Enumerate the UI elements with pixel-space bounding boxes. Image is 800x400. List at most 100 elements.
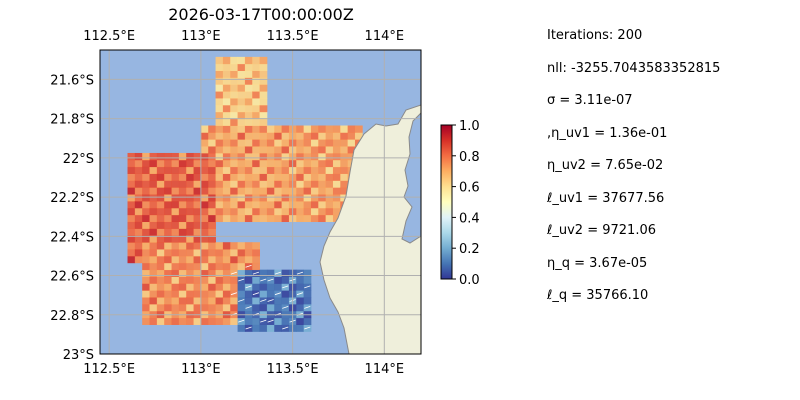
field-cell [281,207,290,216]
field-cell [134,173,143,181]
field-cell [266,269,275,277]
field-cell [149,166,158,174]
field-cell [222,255,231,264]
field-cell [142,214,150,223]
field-cell [303,180,312,188]
field-cell [156,276,165,284]
field-cell [193,290,202,298]
field-cell [164,303,172,312]
field-cell [186,283,194,291]
field-cell [340,152,349,161]
field-cell [266,180,275,188]
colorbar-tick-label: 0.6 [459,181,480,196]
field-cell [156,269,165,277]
field-cell [310,194,319,202]
field-cell [252,180,260,188]
field-cell [332,194,341,202]
field-cell [274,125,282,133]
field-cell [171,180,180,188]
field-cell [208,303,216,312]
vector-arrow [274,271,282,275]
field-cell [252,56,260,65]
eta-uv2-text: η_uv2 = 7.65e-02 [547,158,664,173]
field-cell [222,303,231,312]
field-cell [266,146,275,154]
field-cell [156,201,165,209]
field-cell [340,187,349,195]
field-cell [347,125,356,133]
field-cell [252,159,260,168]
x-tick-label-bottom: 114°E [365,362,405,377]
field-cell [332,125,341,133]
field-cell [252,317,260,325]
field-cell [332,214,341,223]
field-cell [171,214,180,223]
field-cell [142,152,150,161]
current-vectors [230,264,311,330]
field-cell [127,207,136,216]
field-cell [303,194,312,202]
field-cell [193,317,202,325]
field-cell [156,235,165,243]
field-cell [149,207,158,216]
field-cell [237,290,246,298]
field-cell [208,262,216,271]
field-cell [237,63,246,71]
field-cell [200,214,209,223]
field-cell [252,173,260,181]
field-cell [230,70,238,78]
field-cell [237,207,246,216]
field-cell [303,297,312,305]
field-cell [134,235,143,243]
field-cell [259,324,268,332]
field-cell [142,228,150,236]
field-cell [237,214,246,223]
field-cell [208,132,216,140]
field-cell [215,249,224,257]
field-cell [149,276,158,284]
field-cell [142,201,150,209]
field-cell [193,303,202,312]
field-cell [156,255,165,264]
vector-arrow [245,264,252,268]
field-cell [186,166,194,174]
field-cell [178,235,187,243]
field-cell [134,207,143,216]
field-cell [310,201,319,209]
field-cell [274,173,282,181]
field-cell [164,283,172,291]
field-cell [215,180,224,188]
field-cell [281,132,290,140]
field-cell [281,159,290,168]
field-cell [340,139,349,147]
x-tick-label-top: 112.5°E [83,29,135,44]
field-cell [193,173,202,181]
field-cell [281,290,290,298]
field-cell [208,194,216,202]
field-cell [149,242,158,250]
field-cell [296,317,305,325]
field-cell [325,132,334,140]
field-cell [208,173,216,181]
field-cell [303,207,312,216]
field-cell [244,194,253,202]
field-cell [222,283,231,291]
field-cell [259,84,268,92]
field-cell [171,159,180,168]
field-cell [310,180,319,188]
field-cell [237,139,246,147]
field-cell [252,207,260,216]
field-cell [171,166,180,174]
field-cell [200,159,209,168]
field-cell [222,297,231,305]
field-cell [347,152,356,161]
colorbar: 0.0 0.2 0.4 0.6 0.8 1.0 [440,119,480,288]
field-cell [178,283,187,291]
field-cell [318,159,327,168]
chart-title: 2026-03-17T00:00:00Z [168,5,354,24]
field-cell [178,207,187,216]
field-cell [230,201,238,209]
field-cell [237,152,246,161]
field-cell [259,132,268,140]
field-cell [215,56,224,65]
